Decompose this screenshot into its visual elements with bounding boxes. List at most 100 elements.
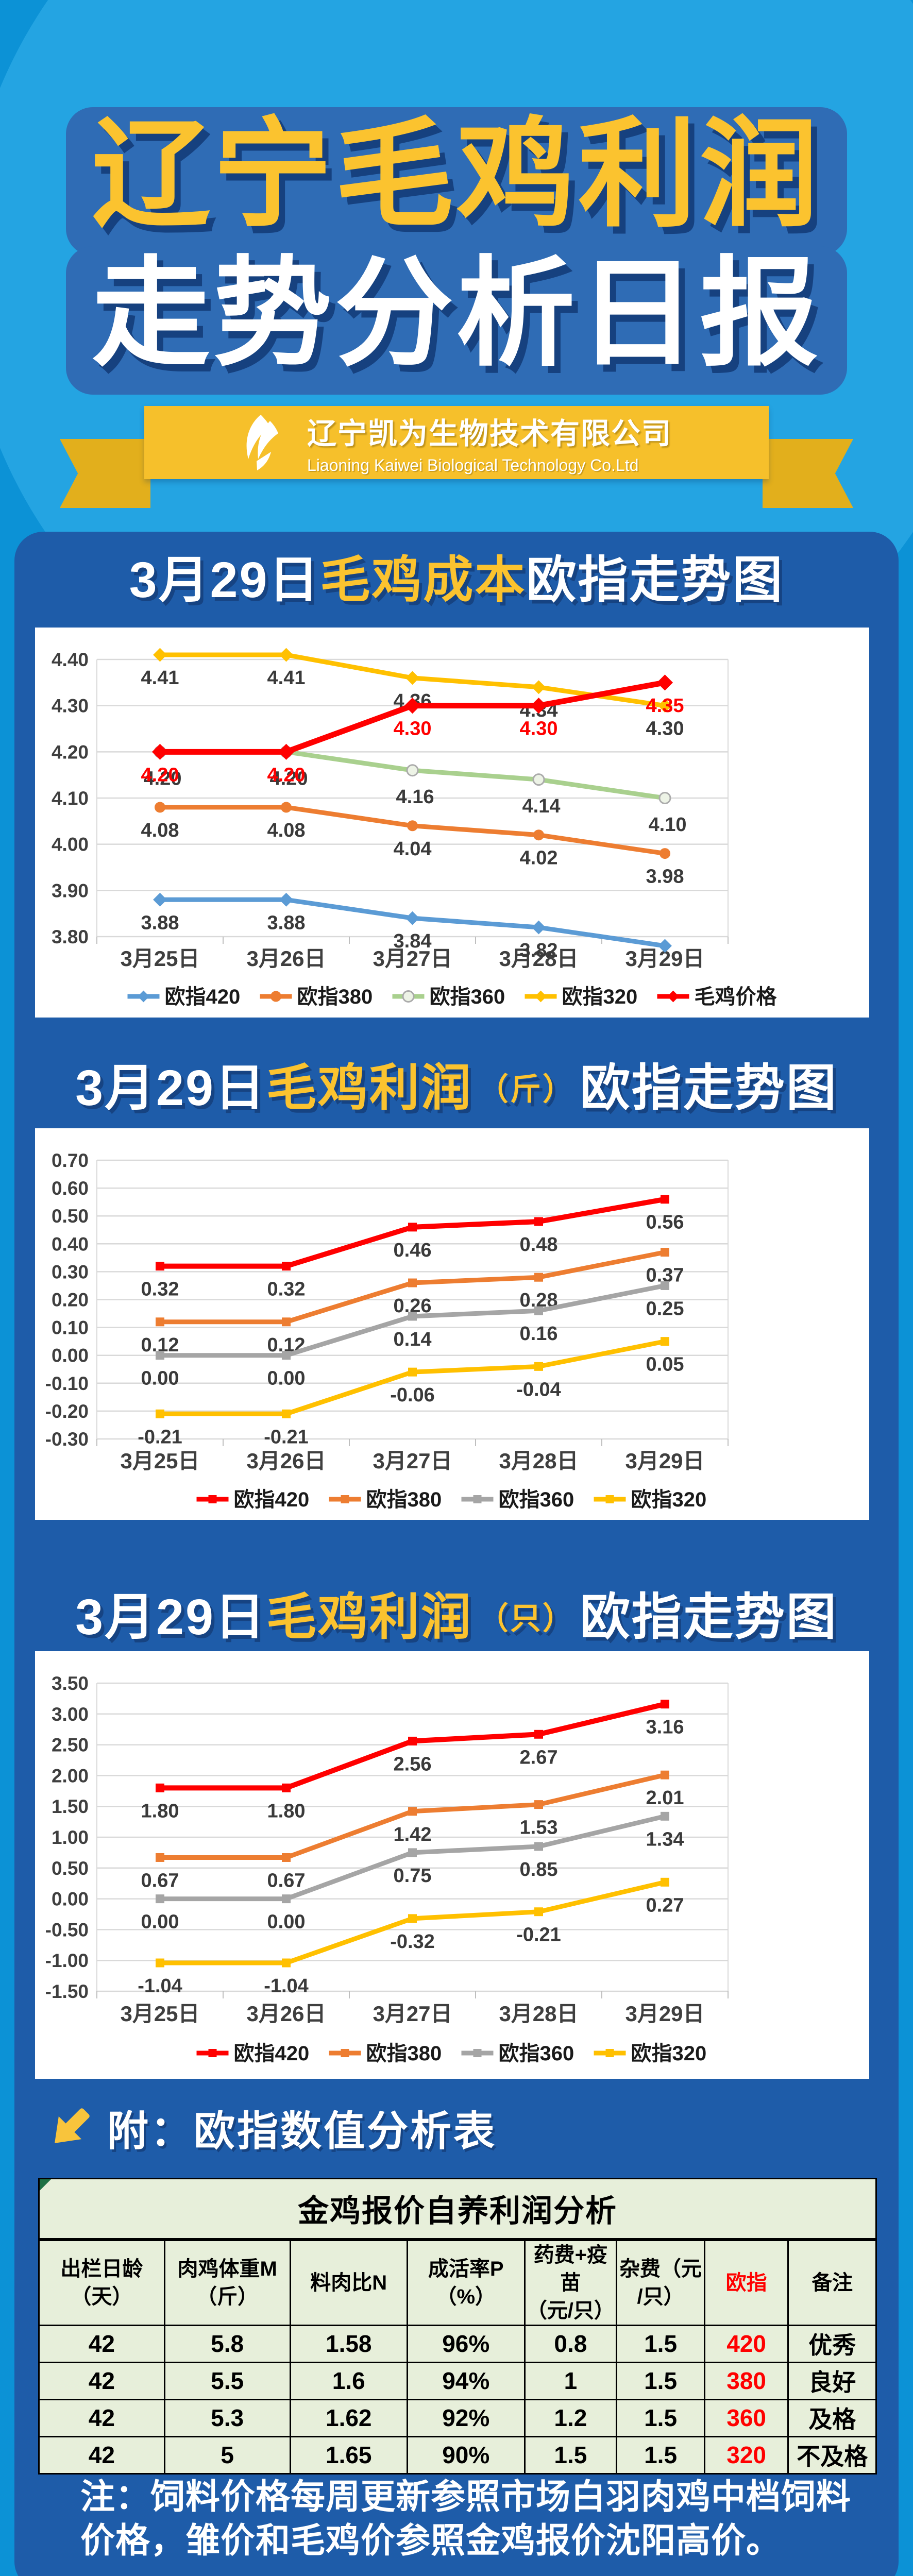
svg-text:-0.20: -0.20 (45, 1401, 89, 1422)
svg-text:0.30: 0.30 (52, 1261, 89, 1282)
svg-text:0.25: 0.25 (646, 1298, 684, 1319)
company-banner: 辽宁凯为生物技术有限公司 Liaoning Kaiwei Biological … (144, 406, 769, 479)
svg-text:1.53: 1.53 (520, 1817, 558, 1839)
table-cell: 1.5 (616, 2435, 705, 2475)
svg-text:0.32: 0.32 (141, 1279, 179, 1300)
svg-text:欧指380: 欧指380 (366, 2042, 442, 2065)
svg-text:4.20: 4.20 (267, 764, 306, 786)
svg-text:3月26日: 3月26日 (246, 946, 326, 971)
analysis-table-wrap: 金鸡报价自养利润分析 出栏日龄 （天） 肉鸡体重M （斤） 料肉比N 成活率P （%）药… (38, 2178, 877, 2475)
svg-text:3月28日: 3月28日 (499, 946, 578, 971)
svg-text:4.41: 4.41 (141, 667, 179, 689)
svg-text:0.67: 0.67 (267, 1870, 306, 1891)
svg-text:0.56: 0.56 (646, 1212, 684, 1233)
main-title-line2: 走势分析日报 (0, 246, 913, 395)
table-column-header: 杂费（元 /只） (616, 2239, 705, 2326)
svg-text:-1.00: -1.00 (45, 1950, 89, 1971)
section-title-segment: 欧指走势图 (526, 552, 784, 608)
table-column-header: 药费+疫苗 （元/只） (523, 2239, 618, 2326)
svg-text:3月25日: 3月25日 (120, 1449, 199, 1473)
svg-text:3.88: 3.88 (141, 912, 179, 934)
table-title: 金鸡报价自养利润分析 (38, 2178, 877, 2241)
content-card: 3月29日毛鸡成本欧指走势图 3.80 3.90 4.00 4.10 4.20 4.30 4… (14, 532, 899, 2576)
svg-text:0.16: 0.16 (520, 1323, 558, 1345)
svg-text:4.30: 4.30 (646, 718, 684, 740)
profit-jin-line-chart: -0.30 -0.20 -0.10 0.00 0.10 0.20 0.30 0.40 0.50 0… (45, 1150, 729, 1511)
table-column-header: 成活率P （%） (407, 2239, 526, 2326)
table-column-header: 备注 (787, 2239, 877, 2326)
title-blob: 辽宁毛鸡利润 (65, 107, 847, 256)
svg-text:4.10: 4.10 (52, 788, 89, 809)
table-cell: 0.8 (523, 2324, 618, 2363)
svg-text:3月25日: 3月25日 (120, 946, 199, 971)
arrow-down-right-icon (55, 2108, 90, 2143)
svg-text:3月28日: 3月28日 (499, 1449, 578, 1473)
main-title-text-2: 走势分析日报 (91, 247, 821, 380)
svg-text:4.20: 4.20 (141, 764, 179, 786)
table-cell: 420 (703, 2324, 789, 2363)
table-cell: 42 (38, 2324, 165, 2363)
section-title-segment: 毛鸡利润 (266, 1060, 472, 1116)
svg-text:-0.04: -0.04 (516, 1379, 561, 1400)
table-cell: 良好 (787, 2361, 877, 2400)
svg-text:0.14: 0.14 (394, 1329, 432, 1350)
company-name-en: Liaoning Kaiwei Biological Technology Co… (307, 456, 639, 474)
svg-text:0.75: 0.75 (394, 1865, 432, 1887)
svg-text:4.20: 4.20 (270, 768, 308, 789)
table-cell: 1.6 (289, 2361, 408, 2400)
svg-text:欧指360: 欧指360 (499, 1488, 574, 1511)
svg-text:3.98: 3.98 (646, 866, 684, 888)
svg-text:3月29日: 3月29日 (625, 2002, 704, 2026)
table-cell: 96% (407, 2324, 526, 2363)
svg-text:0.10: 0.10 (52, 1317, 89, 1338)
svg-text:3月26日: 3月26日 (246, 1449, 326, 1473)
svg-text:-0.21: -0.21 (138, 1426, 182, 1448)
svg-text:欧指320: 欧指320 (562, 986, 638, 1008)
table-cell: 320 (703, 2435, 789, 2475)
table-cell: 90% (407, 2435, 526, 2475)
svg-text:欧指360: 欧指360 (499, 2042, 574, 2065)
table-column-header: 肉鸡体重M （斤） (163, 2239, 291, 2326)
table-cell: 1.5 (616, 2324, 705, 2363)
analysis-table-header: 附：欧指数值分析表 (46, 2098, 497, 2158)
table-cell: 5.5 (163, 2361, 291, 2400)
svg-text:2.67: 2.67 (520, 1747, 558, 1768)
svg-text:3月27日: 3月27日 (373, 2002, 452, 2026)
svg-text:3.82: 3.82 (520, 940, 558, 961)
svg-text:4.41: 4.41 (267, 667, 306, 689)
svg-text:3.16: 3.16 (646, 1717, 684, 1738)
table-row: 42 5.3 1.62 92% 1.2 1.5 360 及格 (38, 2398, 877, 2437)
table-cell: 1 (523, 2361, 618, 2400)
table-cell: 5.8 (163, 2324, 291, 2363)
svg-text:4.08: 4.08 (141, 820, 179, 841)
svg-text:4.30: 4.30 (52, 696, 89, 717)
svg-text:4.20: 4.20 (52, 741, 89, 762)
svg-text:1.80: 1.80 (267, 1800, 306, 1822)
table-cell: 1.5 (523, 2435, 618, 2475)
svg-text:3.80: 3.80 (52, 926, 89, 947)
svg-text:-1.04: -1.04 (138, 1975, 182, 1997)
svg-text:4.14: 4.14 (522, 795, 561, 817)
section-title-segment: 毛鸡利润 (266, 1589, 472, 1645)
svg-text:4.02: 4.02 (520, 848, 558, 869)
svg-text:3.88: 3.88 (267, 912, 306, 934)
svg-text:-0.50: -0.50 (45, 1919, 89, 1940)
svg-text:0.46: 0.46 (394, 1240, 432, 1261)
section-title-segment: 3月29日 (75, 1060, 266, 1116)
section-title-profit-jin: 3月29日毛鸡利润 （斤） 欧指走势图 (14, 1060, 899, 1116)
svg-text:3.50: 3.50 (52, 1673, 89, 1694)
svg-text:-0.10: -0.10 (45, 1373, 89, 1394)
table-cell: 1.65 (289, 2435, 408, 2475)
svg-text:1.34: 1.34 (646, 1828, 684, 1850)
svg-text:4.35: 4.35 (646, 695, 684, 717)
svg-text:0.85: 0.85 (520, 1859, 558, 1880)
table-cell: 42 (38, 2398, 165, 2437)
company-name-cn: 辽宁凯为生物技术有限公司 (307, 417, 672, 450)
svg-text:4.30: 4.30 (520, 718, 558, 740)
svg-text:0.00: 0.00 (52, 1345, 89, 1366)
svg-text:0.20: 0.20 (52, 1290, 89, 1311)
svg-text:4.16: 4.16 (396, 786, 434, 808)
profit-zhi-line-chart: -1.50 -1.00 -0.50 0.00 0.50 1.00 1.50 2.00 2.50 3… (45, 1673, 729, 2065)
svg-text:0.67: 0.67 (141, 1870, 179, 1891)
section-title-segment: 3月29日 (129, 552, 320, 608)
